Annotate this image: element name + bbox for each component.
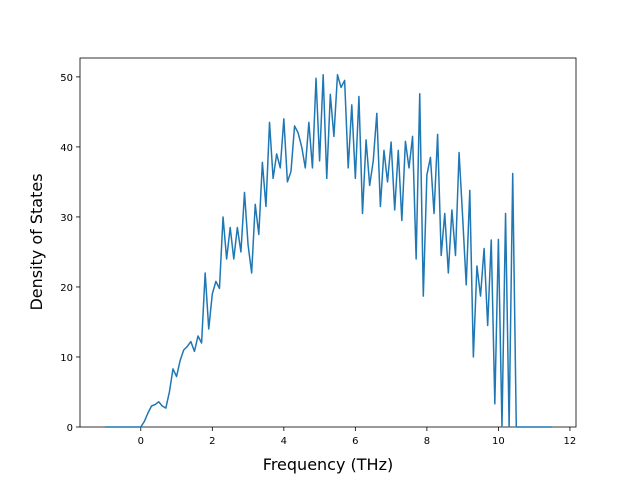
plot-frame — [79, 57, 577, 428]
x-axis-label: Frequency (THz) — [263, 455, 393, 474]
x-tick-label: 2 — [209, 436, 215, 447]
y-tick-label: 0 — [67, 423, 73, 434]
x-tick-label: 10 — [492, 436, 505, 447]
x-tick-label: 6 — [352, 436, 358, 447]
data-line — [105, 74, 553, 428]
y-tick-label: 30 — [60, 213, 73, 224]
y-tick-label: 50 — [60, 73, 73, 84]
y-tick-label: 20 — [60, 283, 73, 294]
y-tick-label: 10 — [60, 353, 73, 364]
x-tick-label: 0 — [138, 436, 144, 447]
y-tick-label: 40 — [60, 143, 73, 154]
x-tick-label: 8 — [424, 436, 430, 447]
x-tick-label: 4 — [281, 436, 287, 447]
x-tick-label: 12 — [564, 436, 577, 447]
y-axis-label: Density of States — [27, 173, 46, 310]
